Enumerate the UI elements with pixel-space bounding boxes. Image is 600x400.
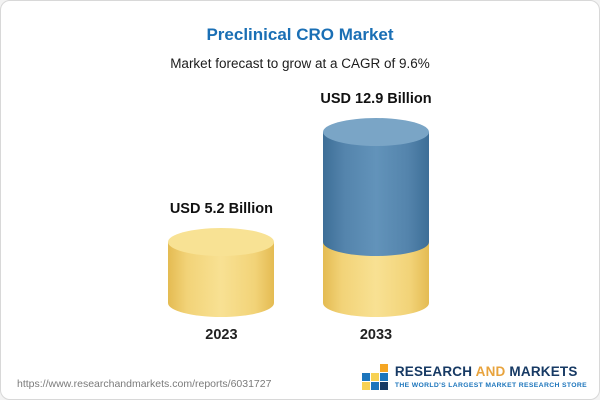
cylinder-2023-top-ellipse (168, 228, 275, 256)
chart-title: Preclinical CRO Market (206, 25, 394, 44)
bar-group-2033: USD 12.9 Billion 2033 (320, 91, 431, 343)
logo-text: RESEARCH AND MARKETS THE WORLD'S LARGEST… (395, 364, 587, 390)
logo-tagline: THE WORLD'S LARGEST MARKET RESEARCH STOR… (394, 381, 587, 389)
research-and-markets-logo[interactable]: RESEARCH AND MARKETS THE WORLD'S LARGEST… (361, 364, 587, 390)
logo-word-research: RESEARCH (394, 364, 476, 380)
logo-word-markets: MARKETS (505, 364, 578, 380)
logo-word-and: AND (475, 364, 506, 380)
logo-mark-icon (361, 364, 388, 390)
chart-area: USD 5.2 Billion 2023 USD 12.9 Billion 20… (1, 91, 599, 343)
year-label-2023: 2023 (205, 327, 238, 343)
report-url-link[interactable]: https://www.researchandmarkets.com/repor… (17, 378, 272, 390)
cylinder-2033-top-ellipse (322, 118, 429, 146)
logo-name: RESEARCH AND MARKETS (395, 364, 578, 380)
bar-group-2023: USD 5.2 Billion 2023 (168, 201, 275, 343)
value-label-2023: USD 5.2 Billion (169, 201, 273, 217)
cylinder-2033 (322, 118, 429, 317)
footer: https://www.researchandmarkets.com/repor… (17, 364, 587, 390)
value-label-2033: USD 12.9 Billion (320, 91, 432, 107)
cylinder-2023 (168, 228, 275, 317)
chart-subtitle: Market forecast to grow at a CAGR of 9.6… (170, 56, 430, 71)
year-label-2033: 2033 (359, 327, 393, 343)
cylinder-2033-top-segment (322, 132, 429, 256)
